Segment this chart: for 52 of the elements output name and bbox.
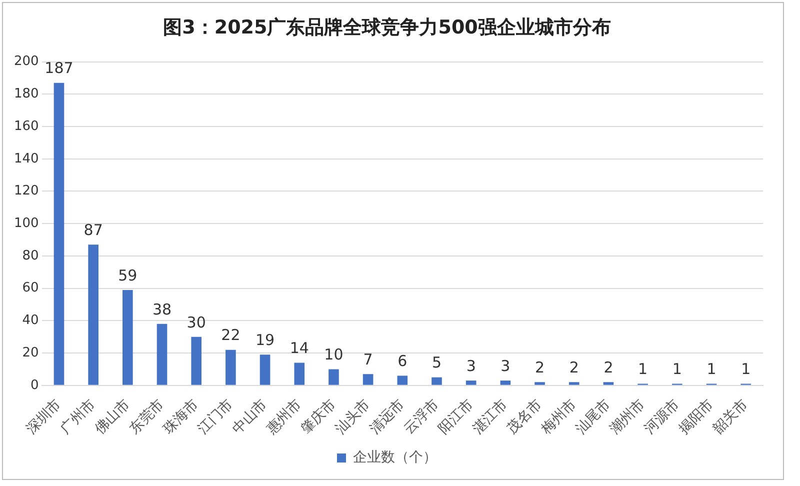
- y-tick-label: 60: [22, 280, 39, 296]
- data-label: 1: [741, 360, 751, 378]
- data-label: 19: [255, 331, 275, 350]
- data-label: 1: [638, 360, 648, 378]
- y-tick-label: 120: [14, 184, 39, 199]
- y-tick-label: 20: [22, 345, 39, 360]
- bar: [534, 382, 545, 385]
- data-label: 5: [432, 354, 442, 372]
- data-label: 1: [672, 360, 682, 378]
- y-tick-label: 0: [30, 378, 39, 393]
- data-label: 7: [363, 350, 373, 368]
- data-label: 2: [604, 358, 614, 377]
- y-tick-label: 200: [14, 54, 39, 70]
- bar: [54, 82, 64, 385]
- data-label: 30: [186, 313, 206, 332]
- x-tick-label: 韶关市: [710, 396, 752, 438]
- data-label: 2: [535, 358, 545, 377]
- bar: [226, 350, 236, 385]
- data-label: 87: [84, 221, 103, 240]
- data-label: 3: [466, 356, 476, 375]
- data-label: 3: [500, 356, 510, 375]
- bar: [88, 244, 98, 385]
- data-label: 38: [152, 300, 172, 318]
- bar: [260, 354, 270, 385]
- bar: [191, 336, 202, 385]
- data-label: 10: [324, 346, 344, 364]
- data-label: 1: [706, 360, 716, 378]
- legend-label: 企业数（个）: [353, 450, 437, 466]
- y-tick-label: 40: [22, 313, 39, 328]
- data-label: 2: [569, 358, 579, 377]
- y-tick-label: 160: [14, 118, 39, 134]
- bar: [500, 380, 511, 385]
- bar: [603, 382, 614, 385]
- bar: [362, 374, 374, 385]
- y-tick-label: 100: [14, 216, 39, 231]
- bar: [432, 377, 442, 385]
- chart-title: 图3：2025广东品牌全球竞争力500强企业城市分布: [163, 16, 611, 38]
- data-label: 187: [44, 59, 74, 78]
- data-label: 14: [290, 339, 309, 358]
- y-tick-label: 80: [22, 248, 39, 264]
- data-label: 22: [221, 326, 240, 344]
- bar: [568, 382, 580, 385]
- data-label: 59: [118, 266, 138, 284]
- bar: [328, 369, 339, 385]
- bar: [466, 380, 476, 385]
- data-label: 6: [398, 352, 408, 370]
- y-tick-label: 180: [14, 86, 39, 102]
- bar: [294, 362, 305, 385]
- bar: [122, 290, 133, 385]
- bar: [156, 324, 168, 385]
- bar: [397, 376, 408, 385]
- y-tick-label: 140: [14, 151, 39, 166]
